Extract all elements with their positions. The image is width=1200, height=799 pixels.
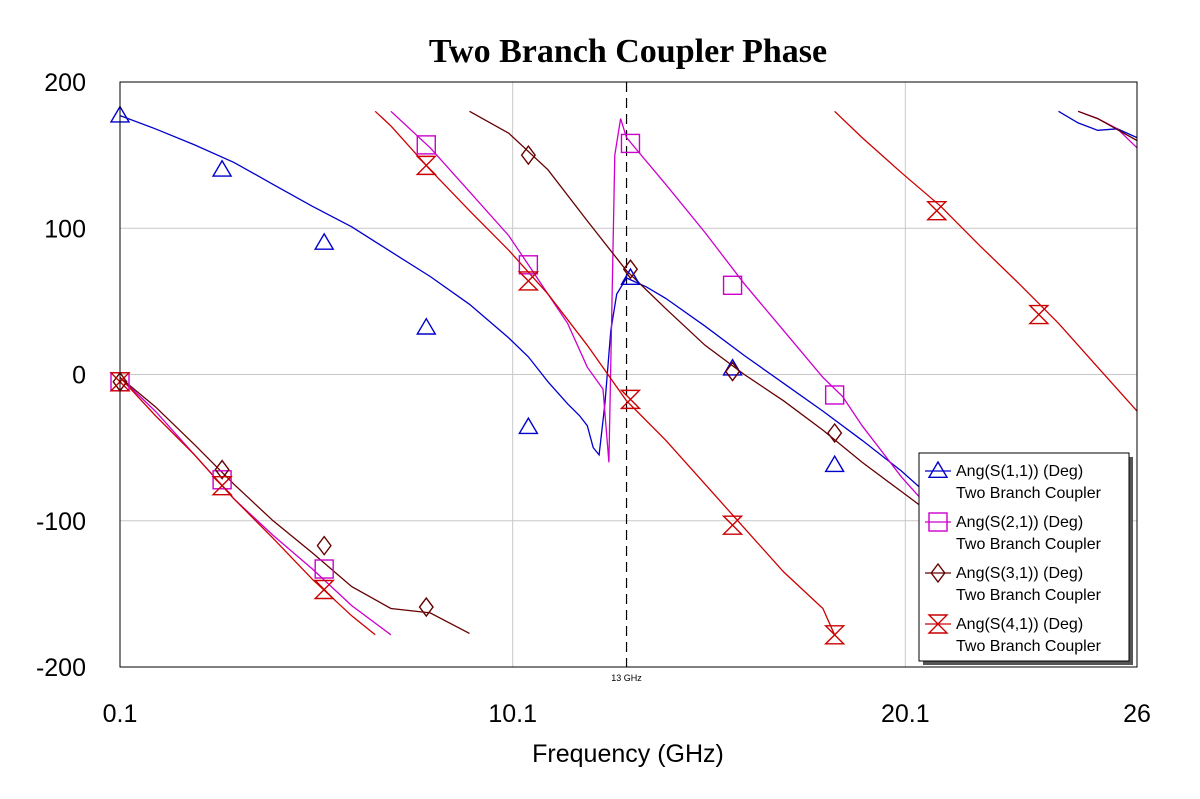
y-tick-label: -100	[36, 508, 86, 536]
triangle-marker	[313, 232, 335, 250]
hourglass-marker	[619, 389, 642, 410]
series-3-line	[119, 376, 470, 634]
square-marker	[722, 275, 743, 295]
series-4-line	[119, 376, 376, 636]
marker-label: 13 GHz	[611, 673, 642, 683]
square-marker	[928, 512, 948, 532]
series-1-line	[119, 114, 1059, 617]
triangle-marker	[211, 159, 233, 177]
diamond-marker	[316, 535, 332, 556]
triangle-marker	[722, 358, 743, 376]
plot-frame	[119, 81, 1138, 668]
triangle-marker	[416, 317, 437, 335]
series-4-line	[374, 110, 836, 636]
hourglass-marker	[517, 271, 540, 291]
y-tick-label: -200	[36, 654, 86, 682]
triangle-marker	[824, 454, 845, 473]
hourglass-marker	[211, 475, 233, 496]
diamond-marker	[622, 259, 639, 280]
x-tick-label: 20.1	[881, 700, 930, 728]
hourglass-marker	[823, 625, 846, 645]
hourglass-marker	[109, 372, 131, 392]
y-tick-label: 200	[44, 69, 86, 97]
y-tick-label: 100	[44, 215, 86, 243]
frequency-marker-line: 13 GHz	[611, 82, 642, 683]
x-tick-label: 26	[1123, 700, 1151, 728]
diamond-marker	[520, 144, 536, 166]
hourglass-marker	[927, 614, 949, 634]
square-marker	[212, 470, 232, 490]
legend-series-name: Ang(S(4,1)) (Deg)	[956, 616, 1083, 633]
series-markers	[109, 105, 1050, 645]
series-4-line	[834, 110, 1138, 412]
y-tick-labels: 200 100 0 -100 -200	[36, 69, 86, 682]
series-2-line	[119, 376, 392, 636]
legend-series-name: Ang(S(1,1)) (Deg)	[956, 463, 1083, 480]
triangle-marker	[620, 267, 641, 285]
diamond-marker	[724, 361, 741, 382]
hourglass-marker	[721, 515, 744, 535]
square-marker	[518, 255, 539, 275]
legend-box	[918, 452, 1130, 662]
grid-lines	[120, 82, 1137, 667]
legend-series-name: Ang(S(2,1)) (Deg)	[956, 514, 1083, 531]
diamond-marker	[827, 422, 843, 444]
x-tick-label: 0.1	[103, 700, 138, 728]
square-marker	[824, 385, 845, 405]
legend-series-sub: Two Branch Coupler	[956, 587, 1102, 604]
x-tick-label: 10.1	[488, 700, 537, 728]
x-tick-labels: 0.1 10.1 20.1 26	[103, 700, 1151, 728]
hourglass-marker	[415, 155, 437, 176]
series-2-line	[390, 110, 1079, 639]
legend-series-name: Ang(S(3,1)) (Deg)	[956, 565, 1083, 582]
hourglass-marker	[1028, 304, 1050, 325]
series-3-line	[1077, 110, 1138, 142]
diamond-marker	[418, 596, 434, 618]
square-marker	[416, 135, 436, 155]
chart-title: Two Branch Coupler Phase	[429, 33, 827, 70]
triangle-marker	[518, 416, 539, 435]
legend: Ang(S(1,1)) (Deg) Two Branch Coupler Ang(S…	[918, 452, 1133, 665]
square-marker	[314, 559, 334, 579]
hourglass-marker	[926, 200, 948, 221]
diamond-marker	[214, 459, 230, 480]
hourglass-marker	[313, 579, 335, 600]
series-1-line	[1058, 110, 1138, 139]
legend-series-sub: Two Branch Coupler	[956, 638, 1102, 655]
legend-series-sub: Two Branch Coupler	[956, 536, 1102, 553]
legend-series-sub: Two Branch Coupler	[956, 485, 1102, 502]
triangle-marker	[927, 460, 949, 478]
diamond-marker	[930, 562, 946, 584]
x-axis-label: Frequency (GHz)	[532, 740, 724, 768]
y-tick-label: 0	[72, 362, 86, 390]
square-marker	[620, 133, 641, 154]
